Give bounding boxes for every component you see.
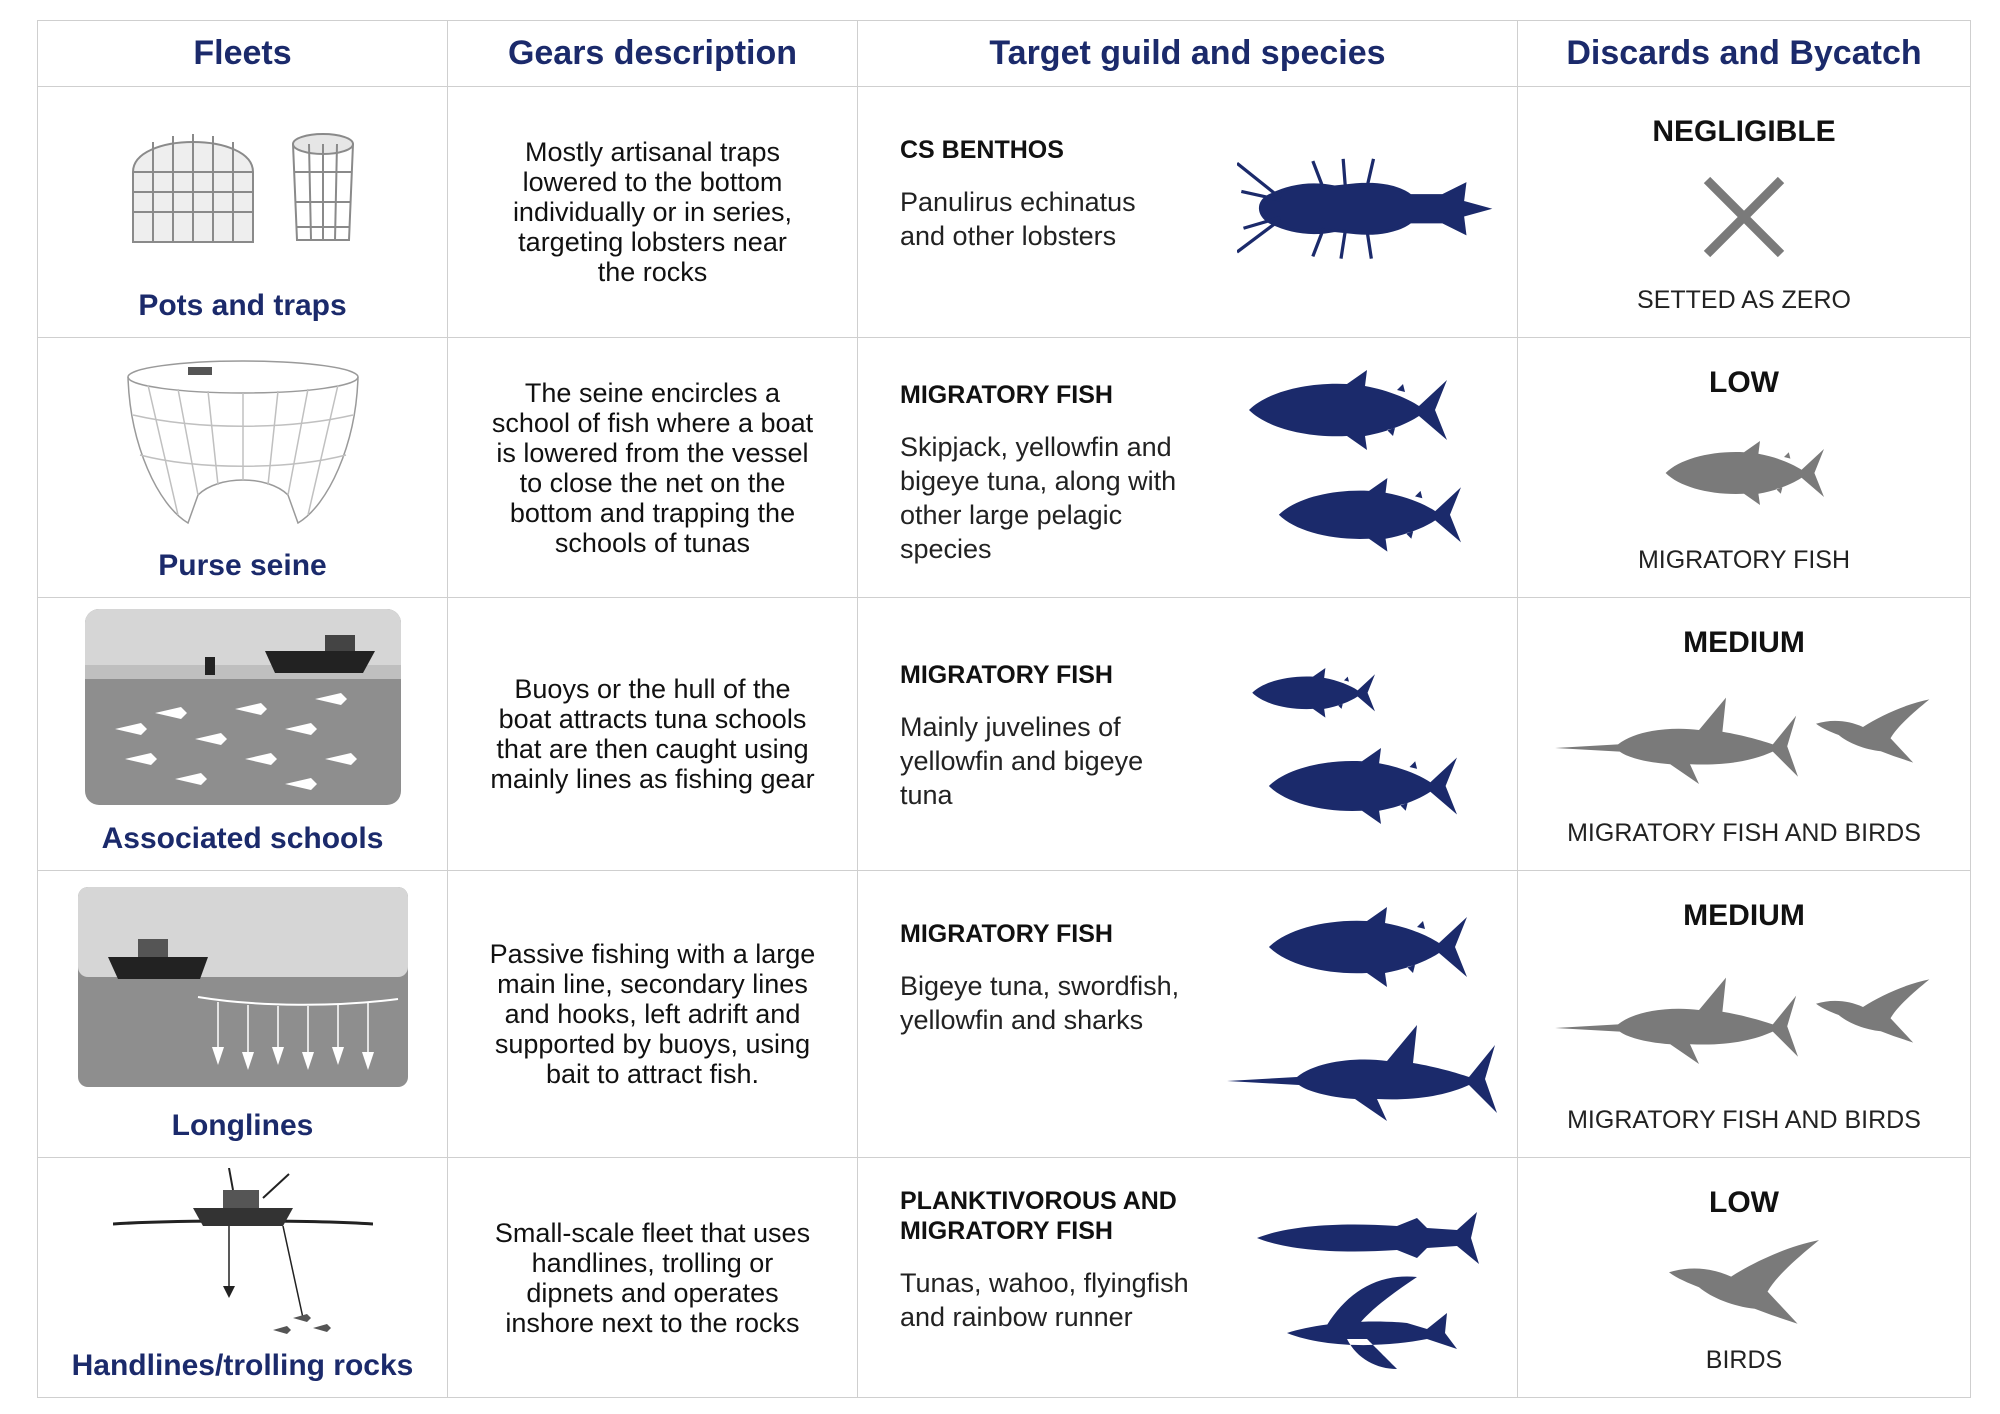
gear-description: Passive fishing with a large main line, … bbox=[448, 871, 858, 1158]
fleet-name: Handlines/trolling rocks bbox=[71, 1349, 414, 1382]
bycatch-note: MIGRATORY FISH AND BIRDS bbox=[1567, 1106, 1921, 1134]
fleet-table: Fleets Gears description Target guild an… bbox=[37, 20, 1971, 1398]
fleet-cell: Associated schools bbox=[38, 598, 448, 871]
target-species: Tunas, wahoo, flyingfish and rainbow run… bbox=[900, 1268, 1189, 1332]
longlines-illustration bbox=[38, 871, 447, 1102]
tuna-swordfish-icon bbox=[1227, 891, 1497, 1137]
lobster-icon bbox=[1237, 107, 1497, 317]
target-species: Bigeye tuna, swordfish, yellowfin and sh… bbox=[900, 971, 1180, 1035]
wahoo-flyingfish-icon bbox=[1237, 1178, 1497, 1377]
header-discards: Discards and Bycatch bbox=[1518, 21, 1971, 87]
gear-description: The seine encircles a school of fish whe… bbox=[448, 338, 858, 598]
gear-description: Mostly artisanal traps lowered to the bo… bbox=[448, 87, 858, 338]
bycatch-note: MIGRATORY FISH AND BIRDS bbox=[1567, 819, 1921, 847]
fleet-name: Purse seine bbox=[158, 549, 327, 582]
tuna-icon bbox=[1518, 418, 1970, 527]
handlines-illustration bbox=[38, 1158, 447, 1347]
target-cell: CS BENTHOS Panulirus echinatus and other… bbox=[858, 87, 1518, 338]
associated-schools-illustration bbox=[38, 598, 447, 815]
fleet-name: Longlines bbox=[171, 1109, 314, 1142]
cross-icon bbox=[1518, 167, 1970, 267]
target-species: Skipjack, yellowfin and bigeye tuna, alo… bbox=[900, 432, 1177, 564]
fleet-cell: Longlines bbox=[38, 871, 448, 1158]
target-species: Panulirus echinatus and other lobsters bbox=[900, 187, 1136, 251]
tuna-icon bbox=[1237, 618, 1497, 850]
fleet-cell: Handlines/trolling rocks bbox=[38, 1158, 448, 1398]
gear-description: Buoys or the hull of the boat attracts t… bbox=[448, 598, 858, 871]
target-cell: MIGRATORY FISH Mainly juvelines of yello… bbox=[858, 598, 1518, 871]
target-guild: MIGRATORY FISH bbox=[900, 661, 1113, 689]
discard-cell: MEDIUM MIGRATORY FISH AND BIRDS bbox=[1518, 871, 1971, 1158]
target-guild: PLANKTIVOROUS AND MIGRATORY FISH bbox=[900, 1187, 1177, 1245]
bird-icon bbox=[1518, 1238, 1970, 1327]
target-guild: CS BENTHOS bbox=[900, 136, 1064, 164]
bycatch-note: SETTED AS ZERO bbox=[1637, 286, 1851, 314]
target-guild: MIGRATORY FISH bbox=[900, 920, 1113, 948]
header-gears: Gears description bbox=[448, 21, 858, 87]
pots-traps-illustration bbox=[38, 87, 447, 287]
target-cell: MIGRATORY FISH Skipjack, yellowfin and b… bbox=[858, 338, 1518, 598]
bycatch-level: LOW bbox=[1709, 1186, 1779, 1219]
target-cell: MIGRATORY FISH Bigeye tuna, swordfish, y… bbox=[858, 871, 1518, 1158]
fleet-name: Pots and traps bbox=[138, 289, 347, 322]
tuna-icon bbox=[1237, 358, 1497, 577]
fleet-cell: Pots and traps bbox=[38, 87, 448, 338]
fleet-name: Associated schools bbox=[101, 822, 384, 855]
discard-cell: MEDIUM MIGRATORY FISH AND BIRDS bbox=[1518, 598, 1971, 871]
bycatch-note: MIGRATORY FISH bbox=[1637, 546, 1851, 574]
discard-cell: NEGLIGIBLE SETTED AS ZERO bbox=[1518, 87, 1971, 338]
bycatch-level: NEGLIGIBLE bbox=[1652, 115, 1836, 148]
bycatch-note: BIRDS bbox=[1705, 1346, 1783, 1374]
target-cell: PLANKTIVOROUS AND MIGRATORY FISH Tunas, … bbox=[858, 1158, 1518, 1398]
bycatch-level: MEDIUM bbox=[1683, 626, 1805, 659]
swordfish-bird-icon bbox=[1518, 678, 1970, 800]
discard-cell: LOW MIGRATORY FISH bbox=[1518, 338, 1971, 598]
fleet-cell: Purse seine bbox=[38, 338, 448, 598]
bycatch-level: MEDIUM bbox=[1683, 899, 1805, 932]
swordfish-bird-icon bbox=[1518, 951, 1970, 1087]
header-target: Target guild and species bbox=[858, 21, 1518, 87]
bycatch-level: LOW bbox=[1709, 366, 1779, 399]
target-species: Mainly juvelines of yellowfin and bigeye… bbox=[900, 712, 1144, 810]
target-guild: MIGRATORY FISH bbox=[900, 381, 1113, 409]
gear-description: Small-scale fleet that uses handlines, t… bbox=[448, 1158, 858, 1398]
header-fleets: Fleets bbox=[38, 21, 448, 87]
purse-seine-illustration bbox=[38, 338, 447, 547]
discard-cell: LOW BIRDS bbox=[1518, 1158, 1971, 1398]
